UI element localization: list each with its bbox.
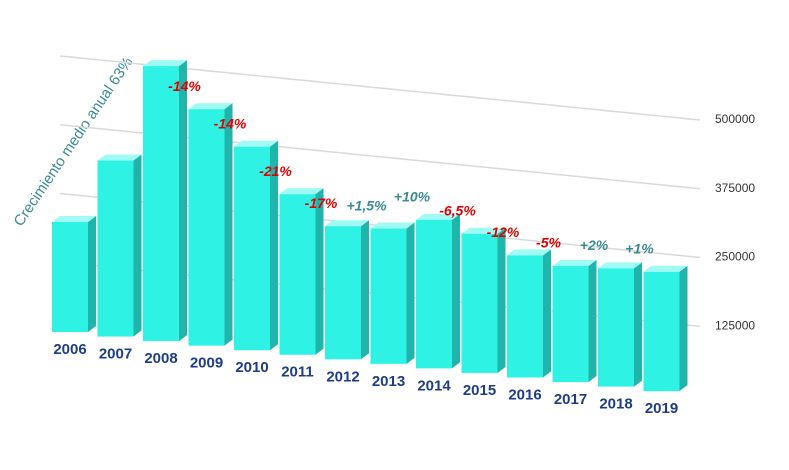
bar: [143, 66, 179, 342]
y-tick-label: 250000: [715, 250, 755, 264]
x-tick-label: 2007: [99, 346, 132, 363]
change-label: -21%: [259, 163, 292, 179]
change-label: +1,5%: [346, 197, 387, 213]
bar-side: [497, 227, 506, 373]
bar-top: [97, 154, 142, 161]
bar: [461, 233, 498, 373]
bar: [97, 160, 134, 337]
y-tick-label: 125000: [715, 318, 755, 332]
bar-side: [543, 249, 551, 378]
bar-side: [88, 216, 96, 332]
bar-side: [634, 262, 642, 387]
bar: [598, 268, 634, 387]
x-tick-label: 2019: [645, 400, 678, 417]
x-tick-label: 2010: [235, 359, 268, 376]
bar-side: [452, 213, 460, 369]
change-label: -12%: [487, 224, 520, 240]
y-tick-label: 375000: [715, 181, 755, 195]
bar-top: [52, 216, 96, 222]
x-tick-label: 2011: [281, 364, 314, 381]
x-tick-label: 2012: [326, 368, 359, 385]
x-tick-label: 2009: [190, 355, 223, 372]
bar-top: [461, 227, 506, 234]
change-label: -14%: [214, 115, 247, 131]
x-tick-label: 2013: [372, 373, 405, 390]
x-tick-label: 2006: [53, 341, 86, 358]
change-label: -5%: [536, 235, 561, 251]
bar: [52, 222, 88, 332]
bar-top: [143, 60, 187, 67]
bar-side: [361, 220, 369, 360]
bar: [325, 226, 361, 360]
bar: [234, 146, 270, 351]
bar-side: [406, 222, 415, 364]
x-tick-label: 2015: [463, 382, 496, 399]
x-tick-label: 2018: [599, 396, 632, 413]
bar: [643, 271, 680, 392]
bar-top: [279, 188, 324, 195]
bar-side: [315, 188, 324, 355]
bar-top: [188, 103, 233, 110]
bar-side: [588, 260, 597, 383]
change-label: -17%: [305, 195, 338, 211]
x-tick-label: 2014: [417, 377, 451, 394]
bar-top: [552, 260, 597, 266]
bar-top: [325, 220, 369, 227]
change-label: -6,5%: [439, 203, 476, 219]
bar-side: [270, 140, 278, 351]
bar-top: [643, 265, 688, 272]
bar-top: [370, 222, 415, 229]
bar: [507, 255, 543, 378]
bar: [552, 266, 589, 383]
change-label: +10%: [394, 189, 431, 205]
change-label: +2%: [580, 237, 609, 253]
change-label: +1%: [625, 241, 654, 257]
bar: [279, 194, 316, 355]
bar: [416, 219, 452, 369]
bar-top: [416, 213, 460, 220]
bar-top: [507, 249, 551, 256]
x-tick-label: 2008: [144, 350, 177, 367]
bar-top: [598, 262, 642, 269]
bar-top: [234, 140, 278, 147]
x-tick-label: 2016: [508, 386, 541, 403]
bar-side: [679, 265, 688, 392]
x-tick-label: 2017: [554, 391, 587, 408]
bar-side: [224, 103, 233, 346]
change-label: -14%: [168, 78, 201, 94]
y-tick-label: 500000: [715, 112, 755, 126]
bar-side: [133, 154, 142, 337]
bar: [370, 228, 407, 364]
bar: [188, 109, 225, 346]
bar-side: [179, 60, 187, 342]
